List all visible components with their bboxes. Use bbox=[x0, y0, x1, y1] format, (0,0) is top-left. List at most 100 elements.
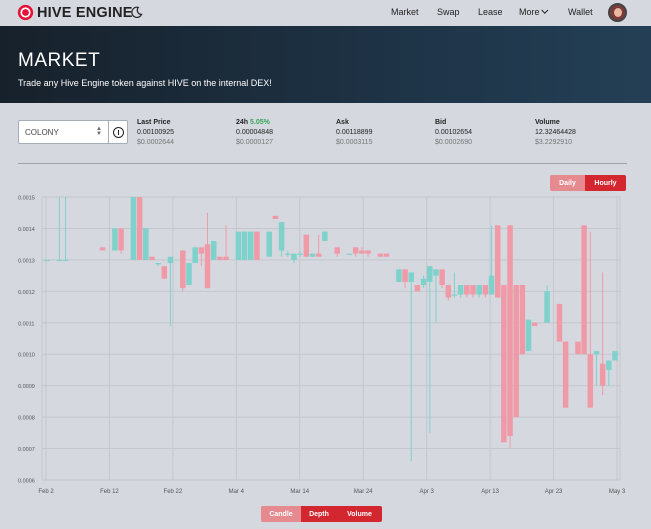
stat-value: 0.00004848 bbox=[236, 129, 273, 136]
y-tick-label: 0.0009 bbox=[18, 384, 35, 390]
candle-body bbox=[439, 269, 445, 286]
candle-body bbox=[587, 354, 594, 408]
y-tick-label: 0.0007 bbox=[18, 447, 35, 453]
candle-body bbox=[593, 351, 600, 355]
candle-body bbox=[488, 275, 495, 295]
candle-body bbox=[322, 231, 328, 242]
y-tick-label: 0.0008 bbox=[18, 416, 35, 422]
x-tick-label: Apr 3 bbox=[419, 489, 434, 495]
candle-body bbox=[507, 225, 513, 436]
x-tick-label: Mar 24 bbox=[354, 489, 373, 495]
daily-button[interactable]: Daily bbox=[550, 175, 585, 191]
candle-body bbox=[186, 263, 192, 286]
candle-body bbox=[118, 228, 124, 251]
token-select-value: COLONY bbox=[25, 128, 59, 137]
candle-body bbox=[130, 197, 137, 260]
nav-market[interactable]: Market bbox=[391, 7, 419, 17]
candle-body bbox=[204, 244, 211, 289]
candle-body bbox=[346, 253, 353, 255]
candle-button[interactable]: Candle bbox=[261, 506, 301, 522]
stat-usd: $3.2292910 bbox=[535, 139, 572, 146]
candle-body bbox=[408, 272, 415, 282]
hive-engine-logo[interactable]: HIVE ENGINE bbox=[17, 4, 133, 21]
select-arrows-icon: ▲ ▼ bbox=[96, 126, 102, 137]
nav-swap[interactable]: Swap bbox=[437, 7, 460, 17]
candlestick-chart[interactable]: 0.0015 0.0014 0.0013 0.0012 0.0011 0.0010 0.00… bbox=[0, 190, 651, 500]
stat-last-price: Last Price 0.00100925 $0.0002644 bbox=[137, 119, 174, 146]
y-tick-label: 0.0006 bbox=[18, 479, 35, 485]
candle-body bbox=[476, 285, 482, 295]
candle-body bbox=[420, 278, 427, 286]
candle-body bbox=[457, 285, 464, 295]
candle-body bbox=[272, 215, 279, 220]
candle-body bbox=[482, 285, 489, 295]
stat-value: 12.32464428 bbox=[535, 129, 576, 136]
nav-more-label: More bbox=[519, 7, 540, 17]
hive-logo-icon bbox=[17, 4, 34, 21]
candle-body bbox=[396, 269, 402, 282]
candle-body bbox=[192, 247, 198, 264]
candle-body bbox=[581, 225, 587, 355]
candle-body bbox=[445, 285, 452, 298]
hero-banner: MARKET Trade any Hive Engine token again… bbox=[0, 26, 651, 103]
candle-body bbox=[223, 256, 229, 260]
candle-body bbox=[254, 231, 260, 260]
candle-body bbox=[44, 259, 50, 262]
nav-lease[interactable]: Lease bbox=[478, 7, 503, 17]
candle-body bbox=[470, 285, 476, 295]
candle-body bbox=[501, 285, 507, 443]
x-tick-label: Feb 22 bbox=[164, 489, 183, 495]
chart-type-toggle: Candle Depth Volume bbox=[261, 506, 382, 522]
y-tick-label: 0.0010 bbox=[18, 353, 35, 359]
stat-usd: $0.0000127 bbox=[236, 139, 273, 146]
nav-wallet[interactable]: Wallet bbox=[568, 7, 593, 17]
candle-body bbox=[433, 269, 439, 276]
stat-label: 24h 5.05% bbox=[236, 119, 273, 128]
y-tick-label: 0.0011 bbox=[18, 321, 34, 327]
user-avatar[interactable] bbox=[608, 3, 627, 22]
candle-body bbox=[359, 250, 365, 254]
stat-bid: Bid 0.00102654 $0.0002690 bbox=[435, 119, 472, 146]
divider bbox=[18, 163, 627, 164]
x-tick-label: Apr 13 bbox=[481, 489, 499, 495]
stat-usd: $0.0002690 bbox=[435, 139, 472, 146]
y-tick-label: 0.0013 bbox=[18, 258, 35, 264]
x-tick-label: Apr 23 bbox=[545, 489, 563, 495]
x-tick-label: Feb 12 bbox=[100, 489, 119, 495]
nav-more[interactable]: More bbox=[519, 6, 548, 17]
depth-button[interactable]: Depth bbox=[301, 506, 337, 522]
candle-body bbox=[402, 269, 408, 282]
candle-body bbox=[241, 231, 248, 260]
candle-body bbox=[365, 250, 371, 254]
candle-body bbox=[149, 256, 155, 260]
candle-body bbox=[112, 228, 118, 251]
candle-body bbox=[303, 234, 310, 257]
candle-body bbox=[599, 363, 606, 386]
candle-body bbox=[513, 285, 519, 418]
candle-body bbox=[383, 253, 390, 257]
stat-label: Bid bbox=[435, 119, 447, 126]
dark-mode-moon-icon[interactable] bbox=[130, 6, 143, 19]
stat-usd: $0.0002644 bbox=[137, 139, 174, 146]
candle-body bbox=[377, 253, 384, 257]
candle-body bbox=[99, 247, 106, 251]
candle-body bbox=[56, 259, 63, 262]
candle-body bbox=[606, 360, 612, 370]
candle-body bbox=[161, 266, 168, 279]
candle-body bbox=[556, 303, 563, 342]
candle-body bbox=[155, 263, 161, 265]
stat-percent: 5.05% bbox=[250, 119, 270, 126]
stat-label: Ask bbox=[336, 119, 349, 126]
token-select[interactable]: COLONY ▲ ▼ bbox=[18, 120, 109, 144]
stat-label: Last Price bbox=[137, 119, 171, 126]
token-info-button[interactable] bbox=[108, 120, 128, 144]
candle-body bbox=[198, 247, 205, 254]
hourly-button[interactable]: Hourly bbox=[585, 175, 626, 191]
volume-button[interactable]: Volume bbox=[337, 506, 382, 522]
x-tick-label: May 3 bbox=[609, 489, 626, 495]
y-tick-label: 0.0015 bbox=[18, 196, 35, 202]
interval-toggle: Daily Hourly bbox=[550, 175, 626, 191]
x-tick-label: Mar 14 bbox=[290, 489, 309, 495]
candle-body bbox=[414, 285, 421, 292]
stat-volume: Volume 12.32464428 $3.2292910 bbox=[535, 119, 576, 146]
